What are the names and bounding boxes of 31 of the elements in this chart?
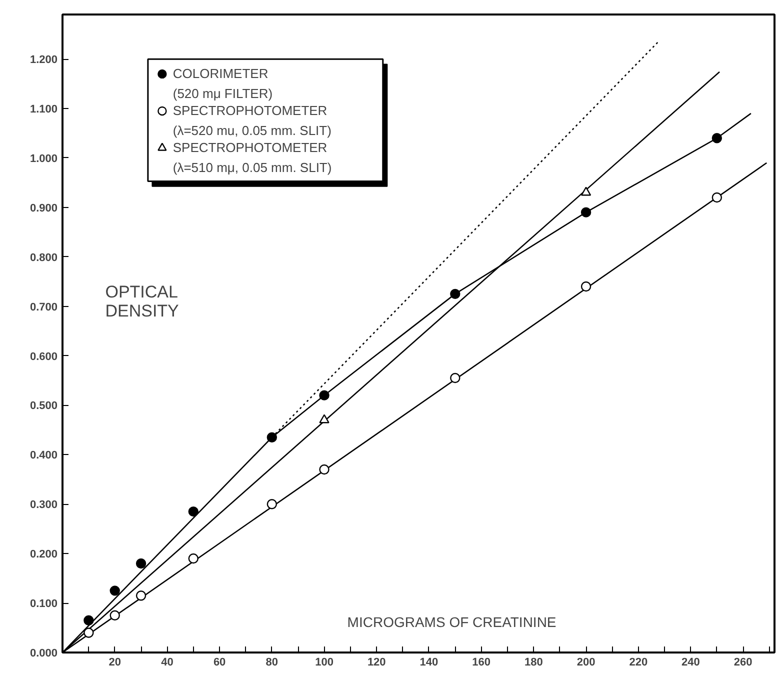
legend-label: COLORIMETER (520 mμ FILTER) [172, 66, 273, 102]
x-tick-label: 220 [629, 656, 648, 668]
y-tick-label: 0.000 [30, 648, 58, 660]
x-tick-label: 120 [367, 656, 386, 668]
y-tick-label: 0.200 [30, 548, 58, 561]
y-tick-label: 1.000 [30, 152, 58, 165]
x-tick-label: 240 [682, 656, 700, 668]
legend-label: SPECTROPHOTOMETER (λ=510 mμ, 0.05 mm. SLIT) [172, 140, 332, 176]
x-tick-label: 80 [266, 656, 278, 668]
x-tick-label: 100 [315, 656, 334, 668]
y-tick-label: 0.800 [30, 252, 58, 264]
y-axis-title: OPTICAL DENSITY [105, 282, 179, 321]
y-tick-label: 0.100 [30, 598, 58, 610]
legend-label: SPECTROPHOTOMETER (λ=520 mu, 0.05 mm. SLIT) [172, 102, 332, 138]
x-tick-label: 260 [734, 656, 752, 668]
y-tick-label: 0.300 [30, 499, 58, 512]
y-tick-label: 1.100 [30, 103, 58, 116]
x-tick-label: 140 [420, 656, 438, 668]
y-tick-label: 0.700 [30, 301, 58, 314]
x-tick-label: 60 [213, 656, 226, 668]
x-tick-label: 200 [576, 656, 596, 668]
x-axis-title: MICROGRAMS OF CREATININE [347, 614, 556, 630]
x-tick-label: 40 [161, 656, 174, 668]
y-tick-label: 0.600 [30, 350, 58, 363]
y-tick-label: 1.200 [30, 54, 58, 66]
x-tick-label: 20 [108, 656, 121, 668]
y-tick-label: 0.500 [30, 400, 58, 412]
y-tick-label: 0.400 [30, 450, 58, 462]
x-tick-label: 160 [472, 656, 491, 668]
y-tick-label: 0.900 [30, 202, 58, 214]
x-tick-label: 180 [524, 656, 543, 668]
